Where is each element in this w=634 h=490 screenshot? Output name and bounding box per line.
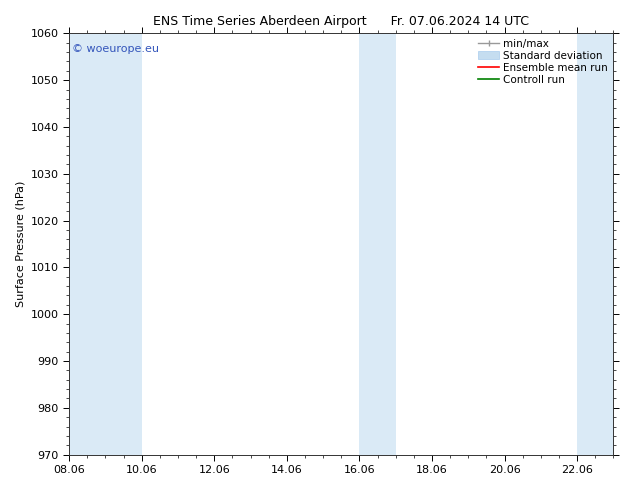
Legend: min/max, Standard deviation, Ensemble mean run, Controll run: min/max, Standard deviation, Ensemble me…: [476, 36, 611, 87]
Bar: [359, 33, 396, 455]
Bar: [69, 33, 141, 455]
Bar: [577, 33, 614, 455]
Y-axis label: Surface Pressure (hPa): Surface Pressure (hPa): [15, 181, 25, 307]
Text: © woeurope.eu: © woeurope.eu: [72, 44, 159, 54]
Title: ENS Time Series Aberdeen Airport      Fr. 07.06.2024 14 UTC: ENS Time Series Aberdeen Airport Fr. 07.…: [153, 15, 529, 28]
